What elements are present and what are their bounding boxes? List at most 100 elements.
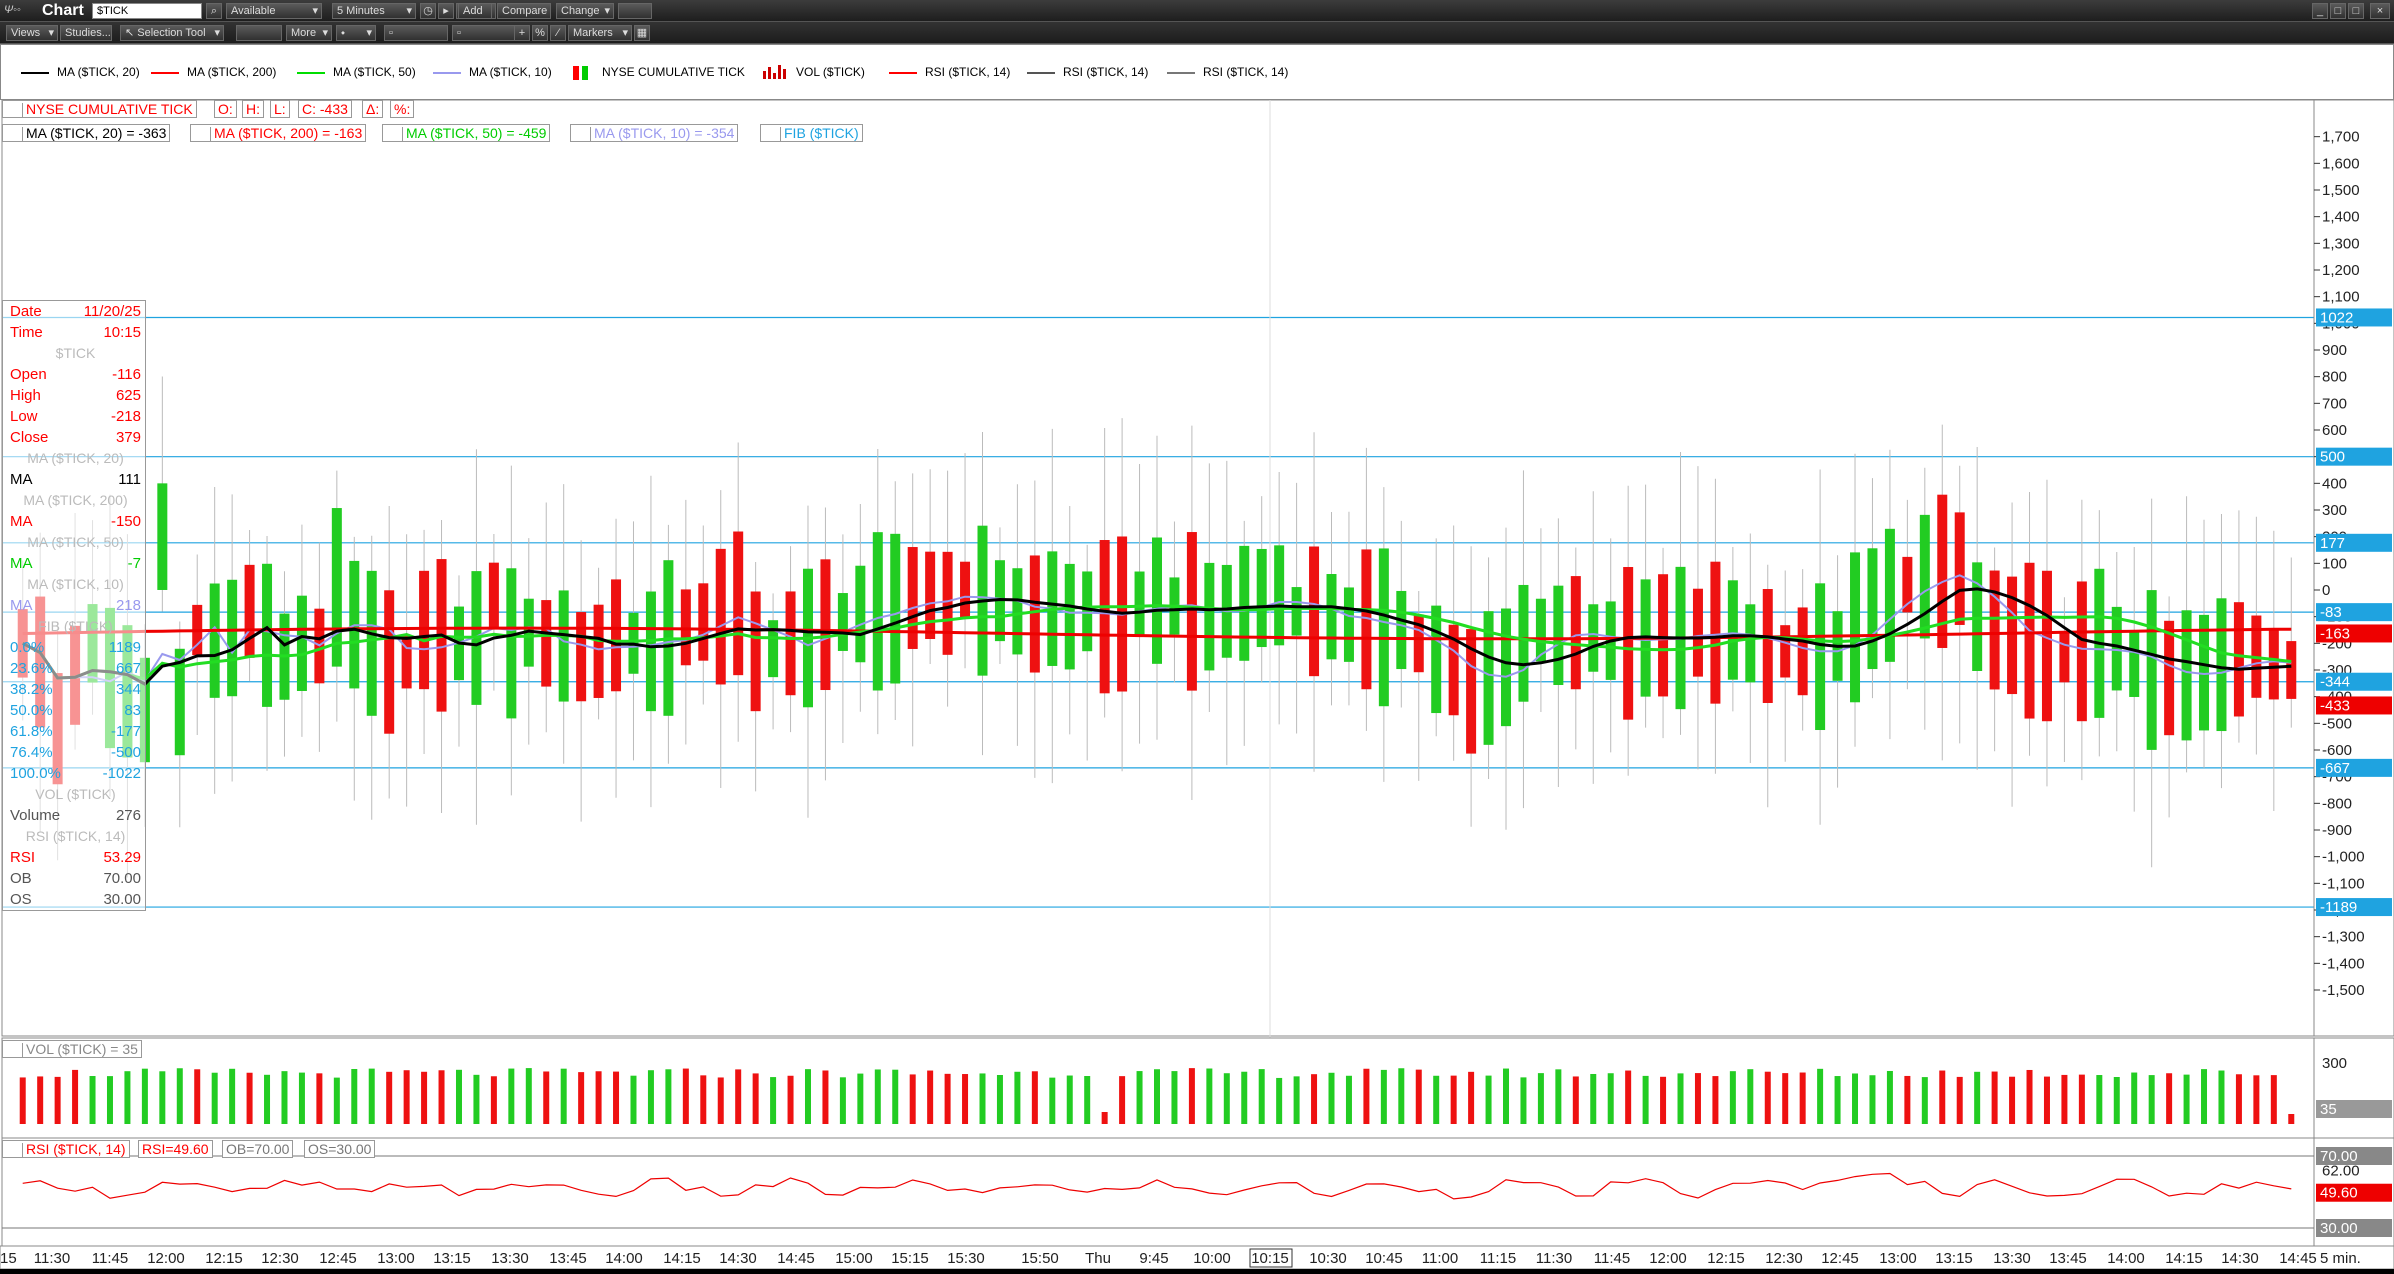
data-window-row: Open -116 [3, 364, 145, 385]
availability-select[interactable]: Available ▾ [226, 3, 322, 19]
crosshair-icon[interactable]: + [514, 25, 530, 41]
time-tick-label: 14:15 [663, 1250, 701, 1267]
volume-bar [1328, 1072, 1335, 1124]
volume-bar [351, 1068, 358, 1124]
volume-bar [1694, 1073, 1701, 1124]
volume-bar [665, 1069, 672, 1124]
volume-bar [613, 1071, 620, 1124]
draw-field[interactable] [236, 25, 282, 41]
rsi-value-text: RSI=49.60 [142, 1141, 209, 1157]
candle-body [1326, 574, 1337, 660]
volume-bar [1712, 1076, 1719, 1124]
legend-item[interactable]: NYSE CUMULATIVE TICK [573, 65, 745, 80]
more-menu[interactable]: More ▾ [286, 25, 332, 41]
rsi-os-box[interactable]: OS=30.00 [304, 1140, 376, 1158]
pin-select[interactable]: ⬩ ▾ [336, 25, 376, 41]
legend-item[interactable]: MA ($TICK, 200) [151, 65, 276, 79]
data-window-value: 30.00 [103, 891, 141, 908]
markers-menu[interactable]: Markers ▾ [568, 25, 632, 41]
legend-item[interactable]: RSI ($TICK, 14) [1027, 65, 1148, 79]
legend-item[interactable]: VOL ($TICK) [763, 65, 865, 79]
data-window-section: MA ($TICK, 200) [23, 492, 128, 508]
scale-icon[interactable]: ⁄ [550, 25, 566, 41]
rsi-value-box[interactable]: RSI=49.60 [138, 1140, 213, 1158]
time-tick-label: 13:15 [433, 1250, 471, 1267]
legend-label: NYSE CUMULATIVE TICK [602, 65, 745, 79]
data-window-row: 50.0% 83 [3, 700, 145, 721]
percent-button[interactable]: % [532, 25, 548, 41]
time-tick-label: 14:00 [2107, 1250, 2145, 1267]
studies-button[interactable]: Studies... [60, 25, 112, 41]
symbol-header-box[interactable]: NYSE CUMULATIVE TICK [2, 100, 197, 118]
study-value-box[interactable]: MA ($TICK, 20) = -363 [2, 124, 171, 142]
candle-body [855, 565, 866, 663]
minimize-icon[interactable]: _ [2312, 3, 2328, 19]
compare-button[interactable]: Compare [497, 3, 551, 19]
candle-body [1919, 514, 1930, 639]
zoom-tool[interactable]: ▫ [452, 25, 516, 41]
volume-bar [787, 1075, 794, 1124]
chevron-down-icon: ▾ [322, 27, 328, 39]
candle-body [227, 579, 238, 697]
time-tick-label: 11:30 [1536, 1250, 1572, 1267]
price-tick-label: -1,400 [2322, 955, 2365, 972]
views-menu[interactable]: Views ▾ [6, 25, 58, 41]
study-icon [386, 127, 403, 142]
close-icon[interactable]: × [2370, 3, 2390, 19]
price-tick-label: -1,300 [2322, 929, 2365, 946]
restore-icon[interactable]: □ [2348, 3, 2364, 19]
study-value-box[interactable]: FIB ($TICK) [760, 124, 863, 142]
grid-icon[interactable]: ▦ [634, 25, 650, 41]
volume-bar [1590, 1073, 1597, 1124]
volume-bar [2026, 1069, 2033, 1124]
views-label: Views [11, 27, 41, 39]
study-value-box[interactable]: MA ($TICK, 10) = -354 [570, 124, 739, 142]
candle-body [680, 589, 691, 666]
symbol-input[interactable]: $TICK [92, 3, 202, 19]
square-icon: ▫ [389, 27, 393, 39]
volume-panel-title[interactable]: VOL ($TICK) = 35 [2, 1040, 142, 1058]
interval-select[interactable]: 5 Minutes ▾ [332, 3, 416, 19]
maximize-icon[interactable]: □ [2330, 3, 2346, 19]
study-value-box[interactable]: MA ($TICK, 200) = -163 [190, 124, 367, 142]
rsi-panel-title[interactable]: RSI ($TICK, 14) [2, 1140, 130, 1158]
chart-svg[interactable]: 1,7001,6001,5001,4001,3001,2001,1001,000… [0, 99, 2394, 1270]
time-tick-label: 12:30 [261, 1250, 299, 1267]
clock-icon[interactable]: ◷ [420, 3, 436, 19]
ohlc-field: H: [242, 100, 264, 118]
data-window-row: Time 10:15 [3, 322, 145, 343]
search-icon[interactable]: ⌕ [206, 3, 222, 19]
markers-label: Markers [573, 27, 613, 39]
volume-bar [72, 1069, 79, 1124]
legend-item[interactable]: RSI ($TICK, 14) [889, 65, 1010, 79]
ma200-line [22, 626, 2292, 641]
volume-bar [1014, 1071, 1021, 1124]
data-window-row: 61.8% -177 [3, 721, 145, 742]
rsi-ob-box[interactable]: OB=70.00 [222, 1140, 294, 1158]
add-button[interactable]: Add [458, 3, 492, 19]
data-window-label: High [10, 387, 41, 404]
legend-item[interactable]: MA ($TICK, 10) [433, 65, 552, 79]
legend-line-swatch [889, 71, 917, 74]
chart-area[interactable]: 1,7001,6001,5001,4001,3001,2001,1001,000… [0, 99, 2394, 1270]
data-window-label: Low [10, 408, 38, 425]
data-window-label: Close [10, 429, 49, 446]
candle-body [820, 559, 831, 691]
rsi-level-badge [2316, 1147, 2392, 1165]
candle-body [2076, 581, 2087, 722]
time-tick-label: 11:45 [1594, 1250, 1630, 1267]
rect-tool[interactable]: ▫ [384, 25, 448, 41]
play-icon[interactable]: ▸ [438, 3, 454, 19]
study-value-text: MA ($TICK, 20) = -363 [26, 125, 167, 141]
legend-item[interactable]: MA ($TICK, 20) [21, 65, 140, 79]
candle-body [1780, 625, 1791, 678]
legend-item[interactable]: RSI ($TICK, 14) [1167, 65, 1288, 79]
study-value-box[interactable]: MA ($TICK, 50) = -459 [382, 124, 551, 142]
selection-tool-select[interactable]: ↖ Selection Tool ▾ [120, 25, 224, 41]
price-tick-label: 400 [2322, 475, 2347, 492]
change-button[interactable]: Change ▾ [556, 3, 614, 19]
data-window-value: 276 [115, 807, 141, 824]
legend-item[interactable]: MA ($TICK, 50) [297, 65, 416, 79]
price-tick-label: -1,500 [2322, 982, 2365, 999]
candle-body [419, 570, 430, 690]
